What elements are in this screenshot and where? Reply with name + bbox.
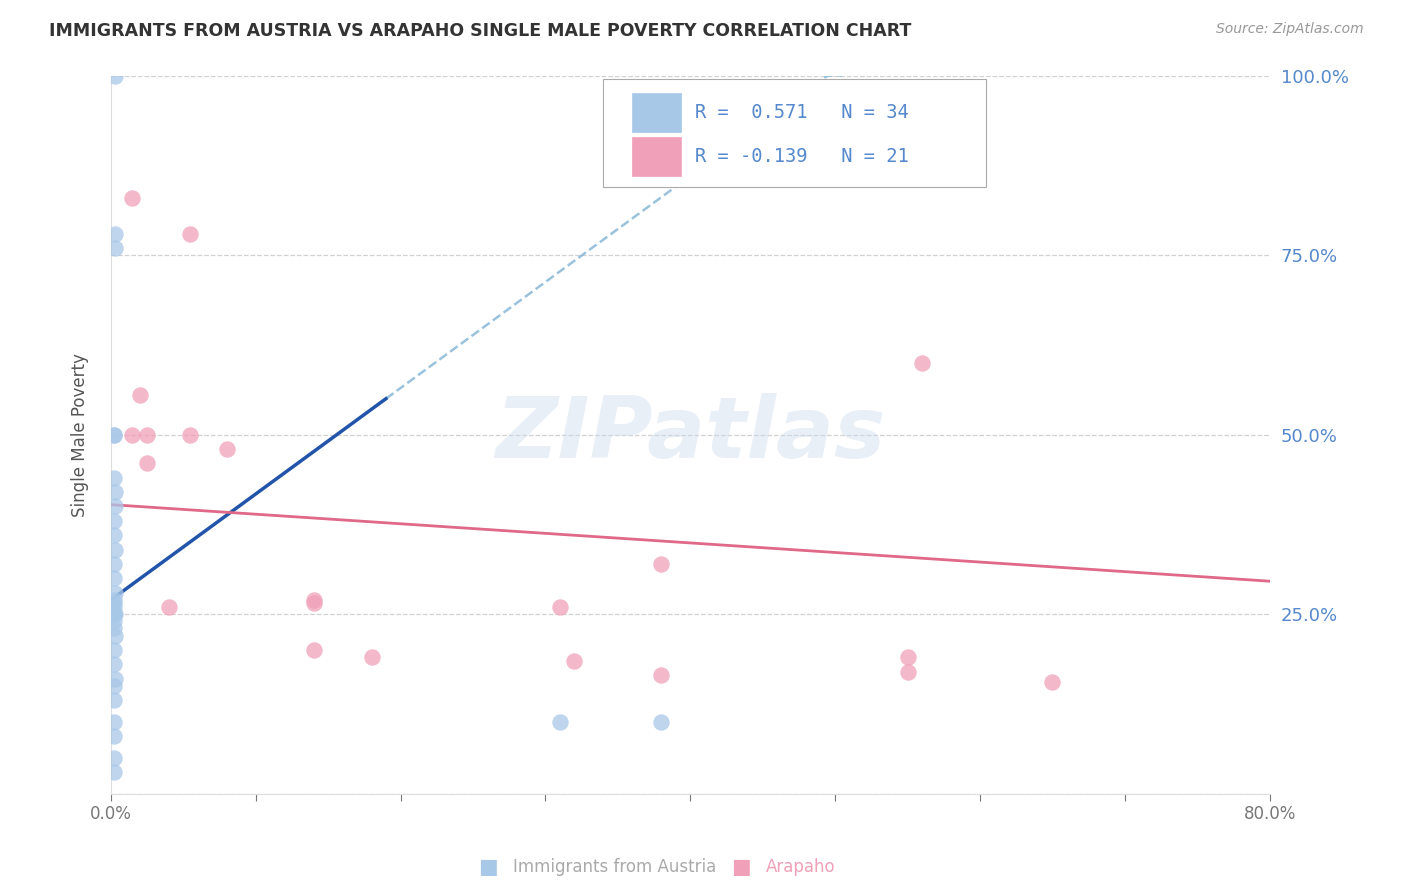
Point <box>103 427 125 442</box>
Point <box>104 542 127 557</box>
Point <box>103 714 125 729</box>
Text: ZIPatlas: ZIPatlas <box>495 393 886 476</box>
Point <box>103 622 125 636</box>
Point <box>103 765 125 780</box>
Text: ■: ■ <box>478 857 498 877</box>
Point <box>103 607 125 621</box>
Point <box>104 585 127 599</box>
Point <box>136 427 159 442</box>
Point <box>360 650 382 665</box>
Point <box>104 241 127 255</box>
Text: Immigrants from Austria: Immigrants from Austria <box>513 858 717 876</box>
Point <box>104 629 127 643</box>
Point <box>562 654 585 668</box>
Point <box>103 679 125 693</box>
Point <box>302 643 325 657</box>
Point <box>896 665 918 679</box>
Point <box>103 729 125 743</box>
Text: IMMIGRANTS FROM AUSTRIA VS ARAPAHO SINGLE MALE POVERTY CORRELATION CHART: IMMIGRANTS FROM AUSTRIA VS ARAPAHO SINGL… <box>49 22 911 40</box>
Point <box>104 227 127 241</box>
Point <box>104 485 127 500</box>
Point <box>302 592 325 607</box>
FancyBboxPatch shape <box>633 93 681 132</box>
FancyBboxPatch shape <box>633 136 681 176</box>
Y-axis label: Single Male Poverty: Single Male Poverty <box>72 352 89 516</box>
Point <box>103 607 125 621</box>
Point <box>1042 675 1064 690</box>
Point <box>103 657 125 672</box>
Point <box>103 596 125 610</box>
Point <box>911 356 934 370</box>
Point <box>103 615 125 629</box>
FancyBboxPatch shape <box>603 79 986 186</box>
Point <box>650 714 672 729</box>
Text: ■: ■ <box>731 857 751 877</box>
Point <box>302 596 325 610</box>
Point <box>121 191 143 205</box>
Point <box>896 650 918 665</box>
Text: R =  0.571   N = 34: R = 0.571 N = 34 <box>695 103 908 122</box>
Point <box>104 672 127 686</box>
Point <box>157 599 180 614</box>
Point <box>103 427 125 442</box>
Point <box>104 500 127 514</box>
Point <box>103 599 125 614</box>
Point <box>121 427 143 442</box>
Point <box>548 599 571 614</box>
Point <box>103 471 125 485</box>
Text: Arapaho: Arapaho <box>766 858 837 876</box>
Point <box>103 643 125 657</box>
Point <box>136 456 159 470</box>
Point <box>103 751 125 765</box>
Point <box>650 668 672 682</box>
Point <box>103 592 125 607</box>
Text: R = -0.139   N = 21: R = -0.139 N = 21 <box>695 147 908 166</box>
Point <box>103 571 125 585</box>
Point <box>103 528 125 542</box>
Point <box>103 514 125 528</box>
Point <box>103 557 125 571</box>
Point <box>179 427 201 442</box>
Point <box>104 607 127 621</box>
Point <box>128 388 150 402</box>
Point <box>103 693 125 707</box>
Point <box>548 714 571 729</box>
Text: Source: ZipAtlas.com: Source: ZipAtlas.com <box>1216 22 1364 37</box>
Point <box>104 69 127 83</box>
Point <box>179 227 201 241</box>
Point <box>215 442 238 456</box>
Point <box>650 557 672 571</box>
